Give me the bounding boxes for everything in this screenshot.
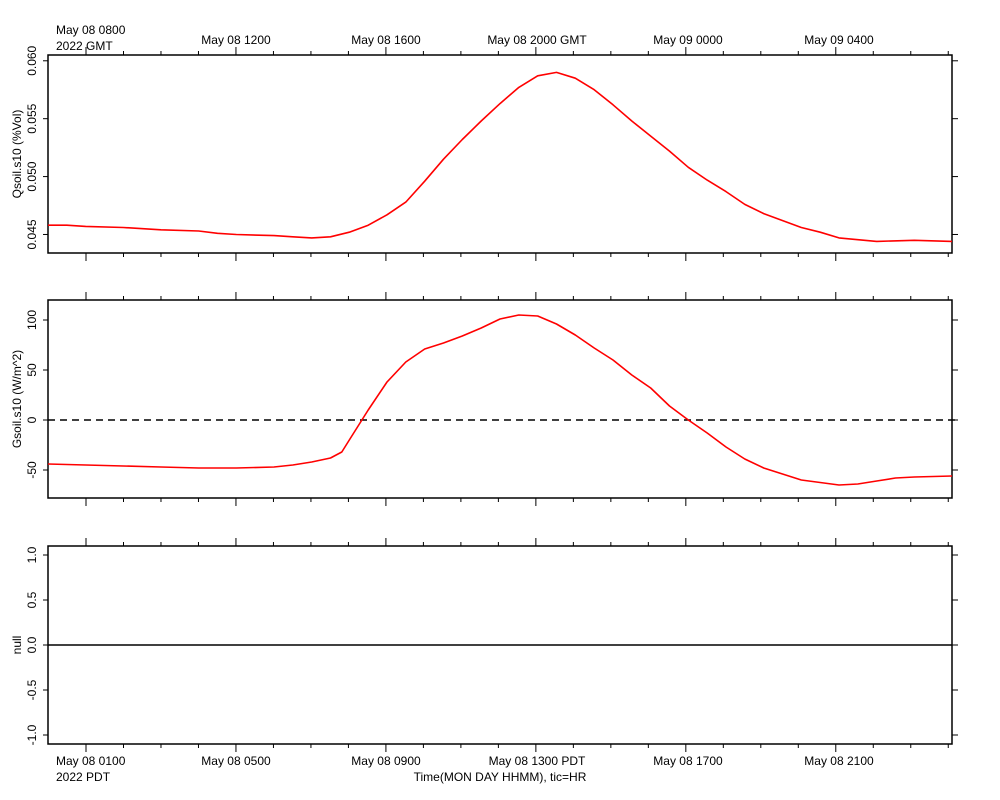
chart-panel-1: 0.045 0.050 0.055 0.060 Qsoil.s10 (%Vol) [10, 45, 958, 261]
y-axis-label: Gsoil.s10 (W/m^2) [10, 350, 24, 448]
top-time-first-line2: 2022 GMT [56, 39, 113, 53]
bottom-time-tick-label: May 08 0900 [351, 754, 421, 768]
y-axis-label: Qsoil.s10 (%Vol) [10, 110, 24, 199]
chart-panel-2: -50 0 50 100 Gsoil.s10 (W/m^2) [10, 292, 958, 506]
chart-panel-3: -1.0 -0.5 0.0 0.5 1.0 null [10, 538, 958, 752]
series-line [48, 71, 953, 243]
plot-frame [47, 299, 953, 499]
top-time-first-line1: May 08 0800 [56, 23, 126, 37]
plot-frame [47, 54, 953, 254]
top-time-tick-label: May 09 0000 [653, 33, 723, 47]
bottom-time-tick-label: May 08 1700 [653, 754, 723, 768]
y-tick-label: 0.5 [25, 591, 39, 608]
y-tick-label: -1.0 [25, 724, 39, 745]
y-axis-label: null [10, 636, 24, 655]
y-tick-label: 0.045 [25, 219, 39, 249]
bottom-time-first-line1: May 08 0100 [56, 754, 126, 768]
y-tick-label: 0.060 [25, 45, 39, 75]
x-axis-label: Time(MON DAY HHMM), tic=HR [414, 770, 587, 784]
y-tick-label: 100 [25, 310, 39, 330]
bottom-time-first-line2: 2022 PDT [56, 770, 111, 784]
y-tick-label: 50 [25, 363, 39, 377]
bottom-time-tick-label: May 08 0500 [201, 754, 271, 768]
y-tick-label: -50 [25, 461, 39, 479]
bottom-time-tick-label: May 08 1300 PDT [489, 754, 586, 768]
y-tick-label: 0 [25, 416, 39, 423]
y-tick-label: 0.0 [25, 636, 39, 653]
y-tick-label: -0.5 [25, 679, 39, 700]
bottom-time-labels: May 08 0100 2022 PDT Time(MON DAY HHMM),… [56, 754, 874, 784]
bottom-time-tick-label: May 08 2100 [804, 754, 874, 768]
top-time-tick-label: May 08 1600 [351, 33, 421, 47]
y-tick-label: 0.050 [25, 161, 39, 191]
top-time-tick-label: May 08 1200 [201, 33, 271, 47]
y-tick-label: 0.055 [25, 103, 39, 133]
top-time-labels: May 08 0800 2022 GMT May 08 1200 May 08 1… [56, 23, 874, 53]
top-time-tick-label: May 09 0400 [804, 33, 874, 47]
top-time-tick-label: May 08 2000 GMT [487, 33, 587, 47]
y-tick-label: 1.0 [25, 546, 39, 563]
series-line [47, 314, 953, 486]
